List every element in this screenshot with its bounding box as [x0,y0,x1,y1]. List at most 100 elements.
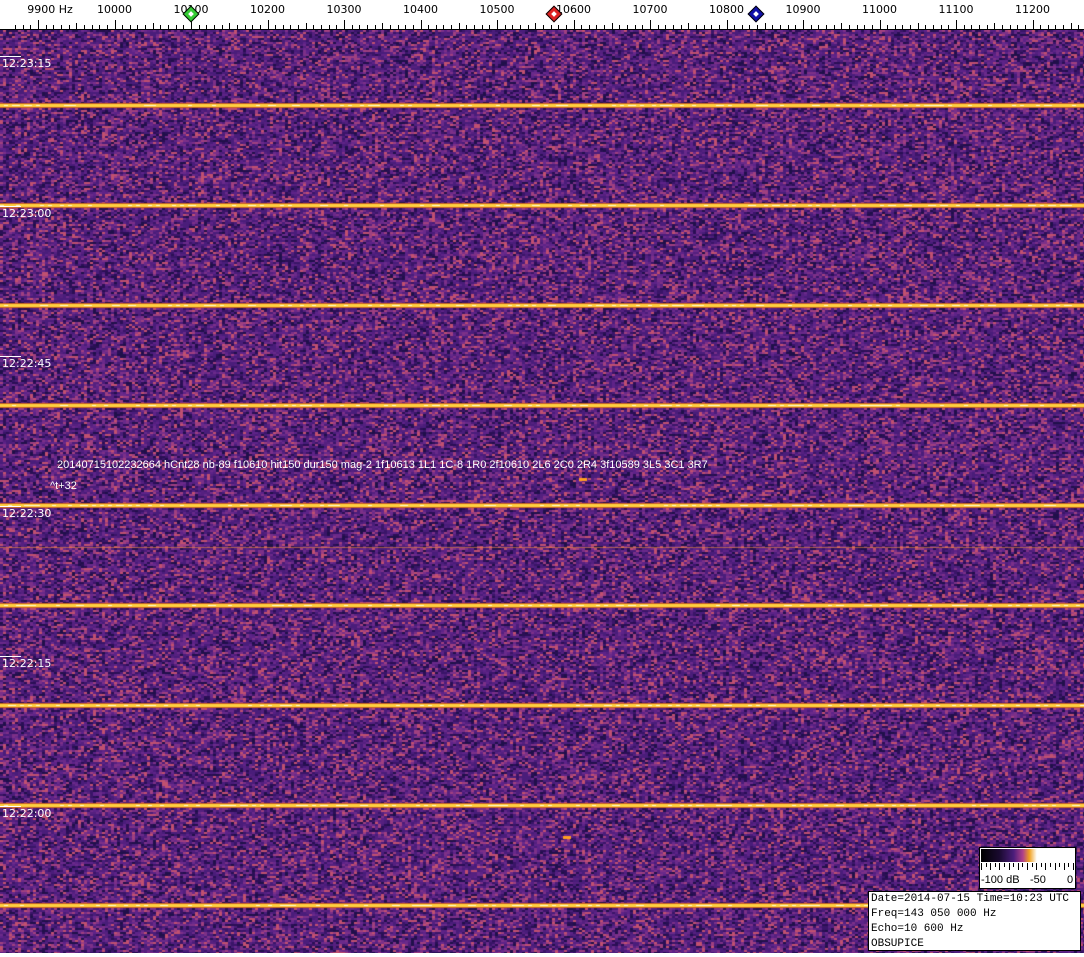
freq-tick [1002,25,1003,30]
freq-tick-label: 10300 [326,3,362,16]
freq-tick-label: 10200 [250,3,285,16]
colorbar-tick [1073,863,1074,870]
freq-tick [53,25,54,30]
freq-tick [191,20,192,30]
freq-tick [61,25,62,30]
freq-tick [581,25,582,30]
freq-tick [596,25,597,30]
freq-tick [734,25,735,30]
freq-tick [367,25,368,30]
marker-blue-icon[interactable] [747,5,765,23]
freq-tick-label: 9900 Hz [27,3,73,16]
freq-tick [130,25,131,30]
freq-tick [795,25,796,30]
freq-tick [512,25,513,30]
freq-tick [321,25,322,30]
colorbar-tick [1050,863,1051,867]
freq-tick [994,23,995,30]
time-tick [0,356,21,357]
freq-tick-label: 10500 [479,3,515,16]
freq-tick [122,25,123,30]
axis-baseline [0,29,1084,30]
frequency-axis: 9900 Hz100001010010200103001040010500106… [0,0,1084,30]
freq-tick [589,25,590,30]
freq-tick [1048,25,1049,30]
freq-tick [749,25,750,30]
freq-tick [260,25,261,30]
freq-tick [382,23,383,30]
freq-tick [421,20,422,30]
freq-tick [84,25,85,30]
time-tick [0,506,21,507]
freq-tick [298,25,299,30]
freq-tick [306,23,307,30]
colorbar-tick [999,863,1001,870]
freq-tick [788,25,789,30]
freq-tick-label: 10900 [785,3,821,16]
freq-tick [635,25,636,30]
freq-tick [673,25,674,30]
colorbar-label-min: -100 dB [981,874,1020,886]
freq-tick [872,25,873,30]
freq-tick [413,25,414,30]
time-tick [0,56,21,57]
freq-tick [1071,23,1072,30]
colorbar-tick [1045,863,1047,870]
freq-tick [826,25,827,30]
freq-tick [268,20,269,30]
time-tick [0,806,21,807]
info-freq: Freq=143 050 000 Hz [871,908,997,920]
spectrogram[interactable] [0,30,1084,953]
freq-tick [987,25,988,30]
freq-tick [1033,20,1034,30]
colorbar-tick [1063,863,1065,870]
colorbar-tick [1004,863,1005,867]
freq-tick [451,25,452,30]
colorbar-tick [1031,863,1033,867]
freq-tick [344,20,345,30]
freq-tick [742,25,743,30]
freq-tick [941,25,942,30]
freq-tick-label: 10700 [632,3,668,16]
freq-tick [115,20,116,30]
freq-tick [551,25,552,30]
freq-tick [336,25,337,30]
time-tick [0,656,21,657]
colorbar-legend: -100 dB -50 0 [979,847,1076,889]
freq-tick [834,25,835,30]
freq-tick [497,20,498,30]
freq-tick [933,25,934,30]
freq-tick [482,25,483,30]
freq-tick [1055,25,1056,30]
freq-tick [1040,25,1041,30]
freq-tick [275,25,276,30]
colorbar-ticks [981,863,1074,871]
freq-tick [38,20,39,30]
colorbar-tick [1036,863,1038,870]
freq-tick [1063,25,1064,30]
freq-tick [864,25,865,30]
freq-tick [772,25,773,30]
freq-tick [520,25,521,30]
freq-tick [711,25,712,30]
freq-tick [558,25,559,30]
time-tick-label: 12:22:00 [2,807,52,820]
colorbar-label-max: 0 [1067,874,1074,886]
freq-tick [765,23,766,30]
freq-tick [887,25,888,30]
freq-tick [168,25,169,30]
freq-tick [1017,25,1018,30]
freq-tick [780,25,781,30]
freq-tick [283,25,284,30]
freq-tick [757,25,758,30]
freq-tick [375,25,376,30]
colorbar-gradient [981,849,1074,862]
meteor-event-text: 20140715102232664 hCnt28 nb-89 f10610 hi… [57,459,708,471]
freq-tick-label: 10800 [709,3,744,16]
colorbar-tick [1027,863,1028,870]
colorbar-tick [1017,863,1019,870]
freq-tick-label: 10000 [97,3,132,16]
info-echo: Echo=10 600 Hz [871,923,964,935]
freq-tick [23,25,24,30]
colorbar-tick [1022,863,1024,867]
